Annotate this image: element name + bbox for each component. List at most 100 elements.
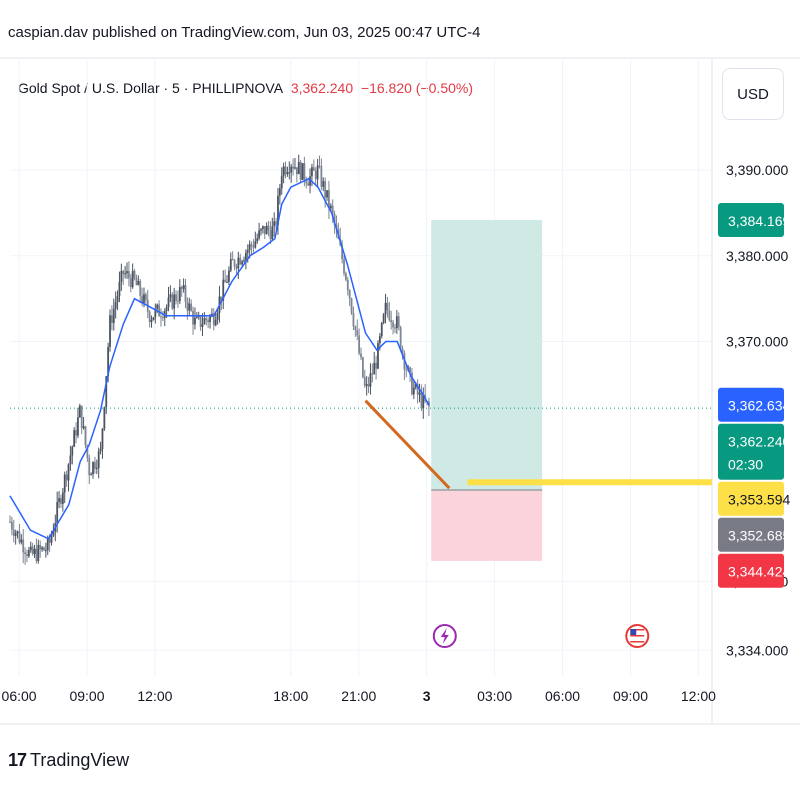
candle-body bbox=[243, 260, 245, 262]
candle-body bbox=[273, 221, 276, 227]
candle-body bbox=[263, 226, 266, 235]
candle-body bbox=[205, 318, 208, 321]
candle-body bbox=[201, 324, 204, 327]
candle-body bbox=[180, 287, 183, 289]
price-scale-label-text: 3,344.424 bbox=[728, 564, 790, 580]
candle-body bbox=[18, 531, 21, 543]
candle-body bbox=[133, 270, 136, 279]
tradingview-logo-icon: 17 bbox=[8, 750, 27, 770]
symbol-last-price: 3,362.240 bbox=[290, 80, 354, 96]
candle-body bbox=[301, 163, 304, 180]
candle-body bbox=[354, 326, 357, 331]
candle-body bbox=[20, 539, 23, 543]
price-chart[interactable]: 3,390.0003,380.0003,370.0003,342.0003,33… bbox=[0, 0, 800, 726]
candle-body bbox=[228, 270, 230, 282]
x-tick-label: 09:00 bbox=[69, 688, 104, 704]
candle-body bbox=[311, 167, 313, 177]
price-scale-label bbox=[718, 553, 784, 588]
candle-body bbox=[35, 548, 38, 562]
candle-body bbox=[12, 529, 15, 536]
candle-body bbox=[348, 290, 351, 299]
candle-body bbox=[61, 492, 64, 504]
candle-body bbox=[246, 250, 249, 253]
candle-body bbox=[320, 165, 323, 187]
candle-body bbox=[284, 166, 287, 175]
candle-body bbox=[80, 405, 83, 429]
candle-body bbox=[345, 273, 347, 280]
candle-body bbox=[252, 245, 255, 248]
candle-body bbox=[120, 270, 123, 282]
candle-body bbox=[316, 165, 319, 180]
candle-body bbox=[231, 259, 234, 261]
candle-body bbox=[167, 297, 170, 307]
candle-body bbox=[414, 383, 417, 388]
us-flag-icon bbox=[630, 641, 645, 643]
candle-body bbox=[43, 547, 45, 551]
candle-body bbox=[24, 552, 26, 555]
candle-body bbox=[261, 226, 264, 230]
us-flag-icon bbox=[630, 629, 645, 631]
candle-body bbox=[175, 294, 177, 301]
candle-body bbox=[314, 170, 317, 180]
candle-body bbox=[137, 281, 140, 286]
candle-body bbox=[44, 550, 47, 552]
candle-body bbox=[29, 546, 32, 551]
us-flag-icon bbox=[630, 632, 645, 634]
candle-body bbox=[237, 257, 240, 269]
candle-body bbox=[94, 462, 96, 469]
currency-button[interactable]: USD bbox=[722, 68, 784, 120]
symbol-name: Gold Spot / U.S. Dollar · 5 · PHILLIPNOV… bbox=[18, 80, 284, 96]
candle-body bbox=[69, 455, 72, 465]
candle-body bbox=[294, 167, 296, 169]
x-tick-label: 09:00 bbox=[613, 688, 648, 704]
candle-body bbox=[375, 362, 377, 369]
candle-body bbox=[258, 230, 260, 239]
candle-body bbox=[77, 417, 79, 436]
candle-body bbox=[297, 162, 300, 175]
candle-body bbox=[178, 287, 181, 302]
candle-body bbox=[109, 315, 111, 347]
candle-body bbox=[154, 308, 157, 318]
candle-body bbox=[418, 392, 421, 395]
candle-body bbox=[367, 384, 370, 387]
candle-body bbox=[33, 548, 36, 554]
candle-body bbox=[373, 362, 376, 375]
candle-body bbox=[50, 535, 53, 543]
candle-body bbox=[177, 300, 179, 302]
candle-body bbox=[324, 181, 327, 198]
candle-body bbox=[394, 327, 396, 329]
price-scale-label-text: 3,384.169 bbox=[728, 213, 790, 229]
candle-body bbox=[114, 302, 117, 309]
candle-body bbox=[329, 205, 332, 209]
price-scale-label bbox=[718, 387, 784, 422]
candle-body bbox=[260, 229, 262, 231]
y-tick-label: 3,380.000 bbox=[726, 248, 788, 264]
candle-body bbox=[99, 448, 102, 452]
candle-body bbox=[380, 322, 383, 337]
price-scale-label-text: 3,362.634 bbox=[728, 398, 790, 414]
candle-body bbox=[277, 195, 279, 226]
trend-line bbox=[364, 399, 451, 490]
x-tick-label: 03:00 bbox=[477, 688, 512, 704]
candle-body bbox=[286, 172, 289, 175]
candle-body bbox=[165, 306, 168, 311]
candle-body bbox=[235, 266, 238, 269]
price-scale-label bbox=[718, 517, 784, 552]
candle-body bbox=[97, 451, 100, 469]
candle-body bbox=[48, 539, 51, 543]
price-scale-label bbox=[718, 481, 784, 516]
y-tick-label: 3,390.000 bbox=[726, 162, 788, 178]
candle-body bbox=[241, 261, 244, 265]
candle-body bbox=[92, 462, 94, 475]
candle-body bbox=[411, 372, 413, 395]
candle-body bbox=[65, 474, 68, 481]
candle-body bbox=[244, 252, 247, 261]
x-tick-label: 12:00 bbox=[681, 688, 716, 704]
candle-body bbox=[156, 304, 159, 309]
candle-body bbox=[224, 279, 227, 283]
candle-body bbox=[233, 260, 236, 267]
candle-body bbox=[229, 259, 232, 271]
candle-body bbox=[152, 317, 155, 320]
candle-body bbox=[103, 407, 106, 429]
candle-body bbox=[254, 241, 257, 248]
